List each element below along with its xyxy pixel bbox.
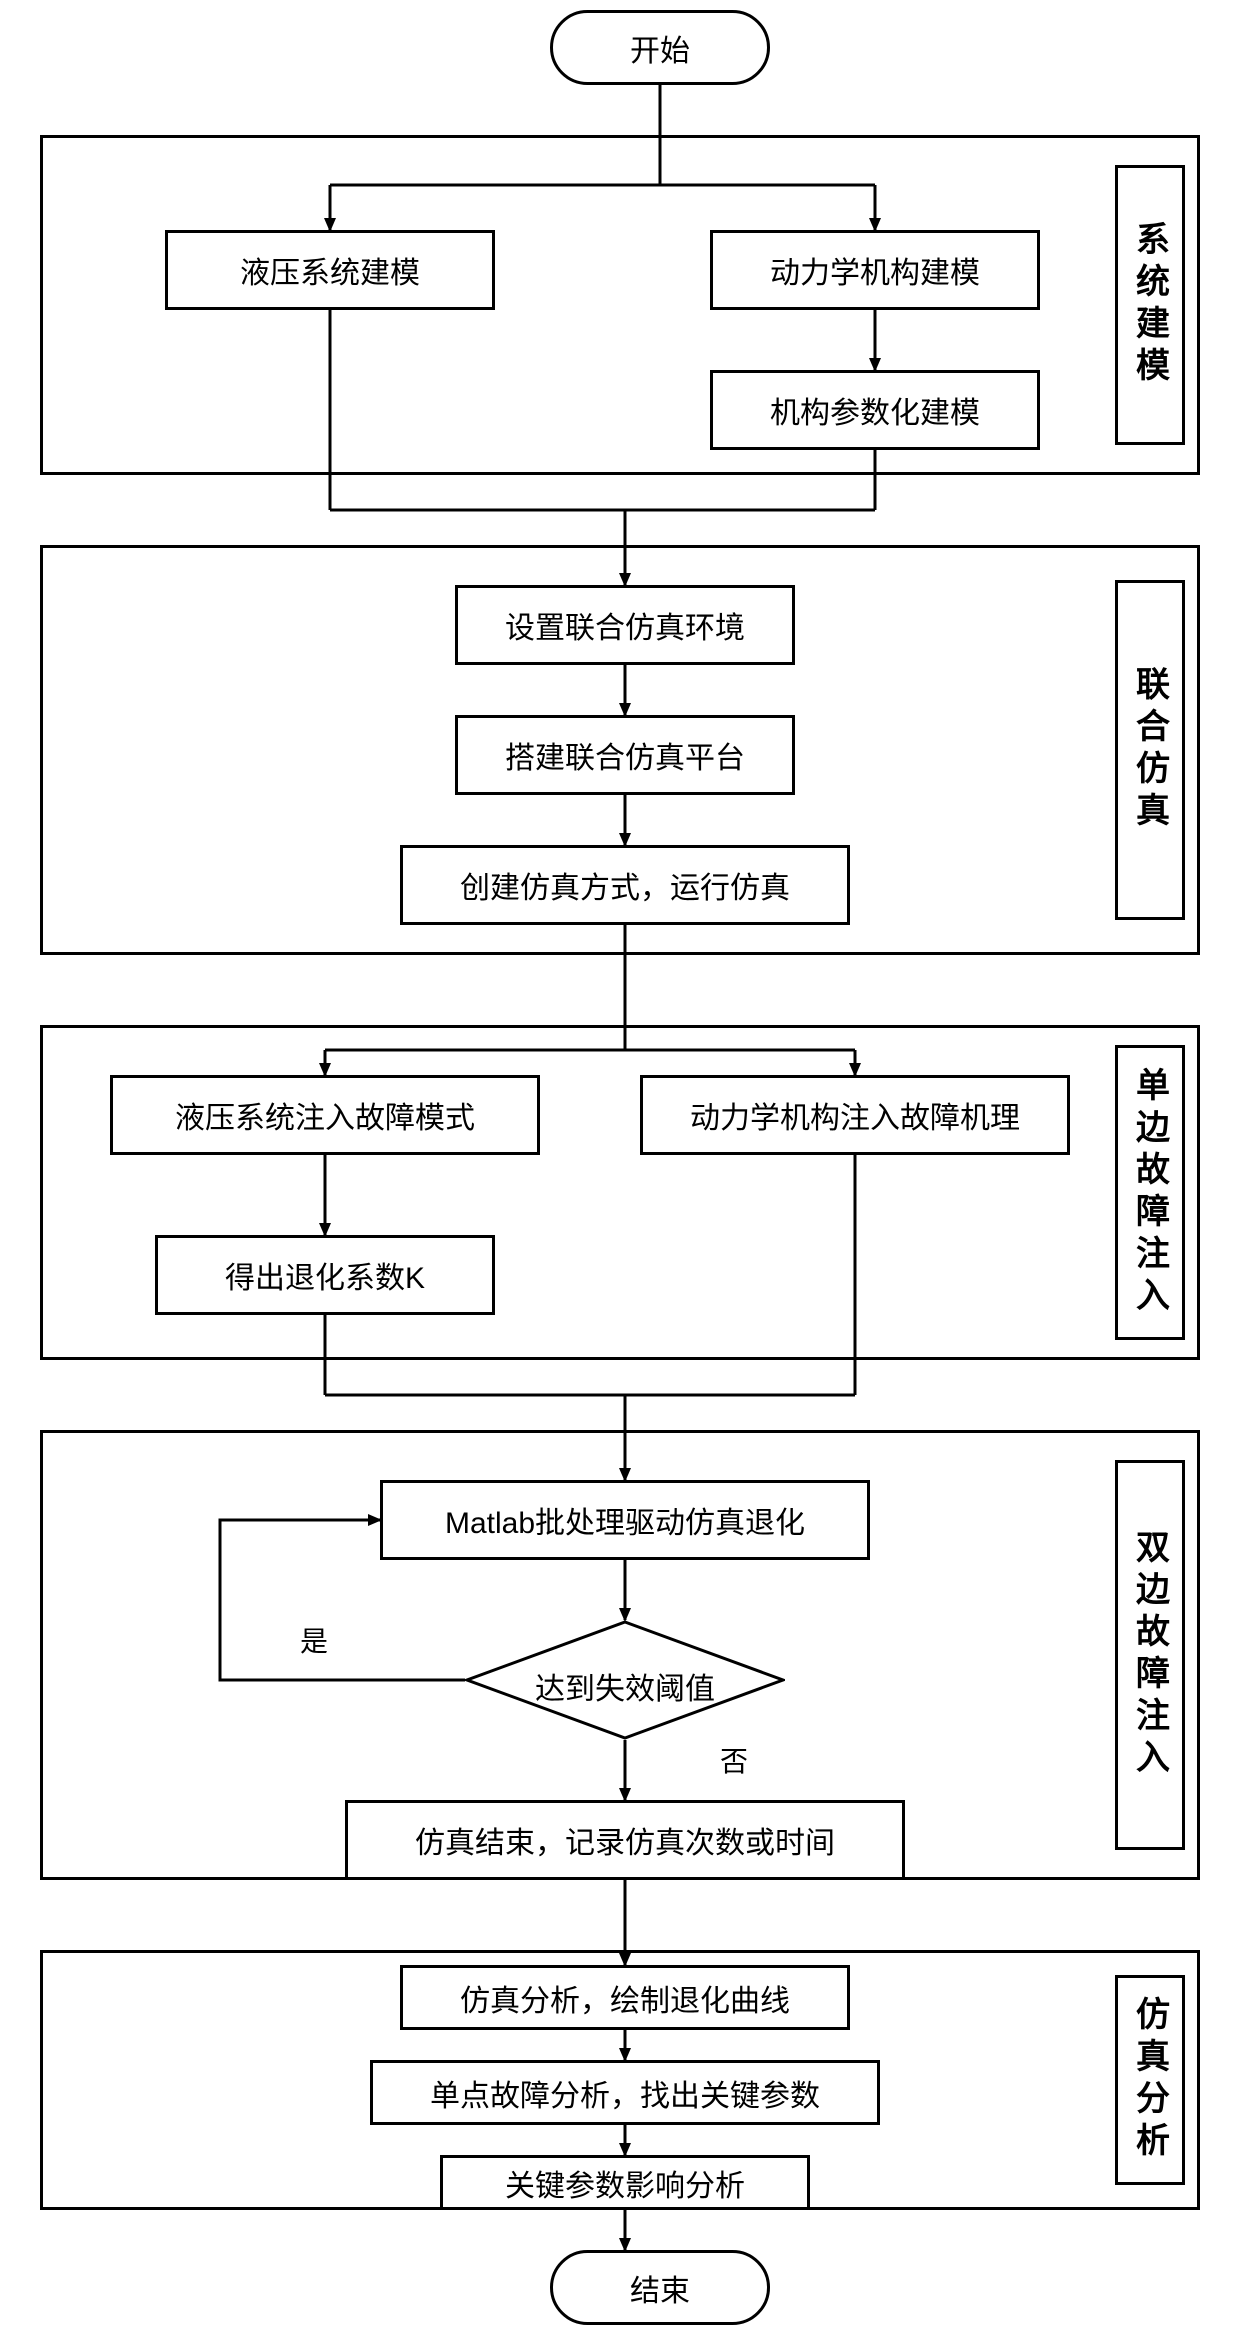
node-matlab-batch: Matlab批处理驱动仿真退化 (380, 1480, 870, 1560)
node-sim-end-record: 仿真结束，记录仿真次数或时间 (345, 1800, 905, 1880)
flowchart-canvas: 开始 结束 系统建模 联合仿真 单边故障注入 双边故障注入 仿真分析 液压系统建… (0, 0, 1240, 2338)
edge-label-no: 否 (720, 1740, 748, 1780)
section-label-3: 单边故障注入 (1115, 1045, 1185, 1340)
node-key-param-analysis: 关键参数影响分析 (440, 2155, 810, 2210)
terminal-start: 开始 (550, 10, 770, 85)
node-single-fault-analysis: 单点故障分析，找出关键参数 (370, 2060, 880, 2125)
node-setup-cosim-env: 设置联合仿真环境 (455, 585, 795, 665)
section-label-5: 仿真分析 (1115, 1975, 1185, 2185)
node-hydraulic-fault-inject: 液压系统注入故障模式 (110, 1075, 540, 1155)
node-run-sim: 创建仿真方式，运行仿真 (400, 845, 850, 925)
edge-label-yes: 是 (300, 1620, 328, 1660)
node-dynamics-modeling: 动力学机构建模 (710, 230, 1040, 310)
node-hydraulic-modeling: 液压系统建模 (165, 230, 495, 310)
section-label-1: 系统建模 (1115, 165, 1185, 445)
node-sim-analysis-curve: 仿真分析，绘制退化曲线 (400, 1965, 850, 2030)
section-label-2: 联合仿真 (1115, 580, 1185, 920)
terminal-end: 结束 (550, 2250, 770, 2325)
node-parametric-modeling: 机构参数化建模 (710, 370, 1040, 450)
node-degradation-coef-k: 得出退化系数K (155, 1235, 495, 1315)
node-build-cosim-platform: 搭建联合仿真平台 (455, 715, 795, 795)
node-threshold-decision: 达到失效阈值 (465, 1620, 785, 1740)
node-dynamics-fault-inject: 动力学机构注入故障机理 (640, 1075, 1070, 1155)
section-label-4: 双边故障注入 (1115, 1460, 1185, 1850)
